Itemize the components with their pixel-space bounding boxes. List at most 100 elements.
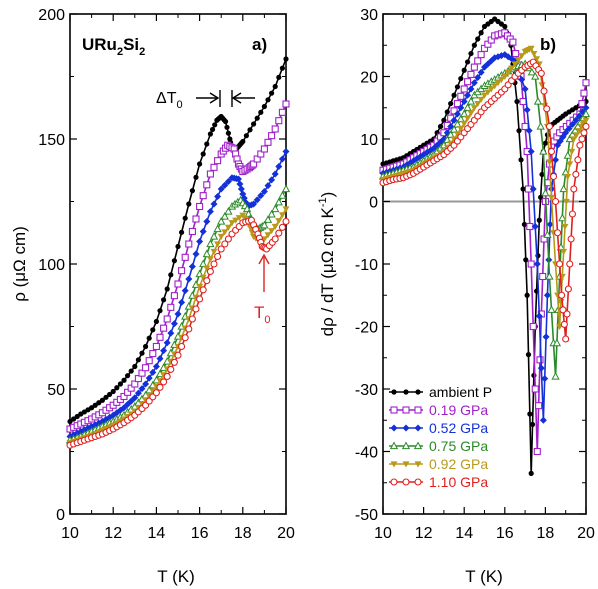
b-data-point	[444, 109, 450, 115]
a-data-point	[224, 224, 232, 231]
a-data-point	[196, 238, 204, 245]
legend-marker	[414, 424, 422, 432]
b-data-point	[545, 159, 553, 166]
a-data-point	[199, 192, 207, 200]
a-data-point	[170, 358, 178, 366]
a-data-point	[221, 229, 229, 236]
a-data-point	[152, 389, 160, 397]
b-data-point	[568, 120, 576, 128]
b-data-point	[454, 84, 461, 90]
b-data-point	[535, 402, 543, 410]
a-data-point	[271, 235, 279, 243]
legend-item: ambient P	[389, 384, 492, 400]
panel-b-series	[378, 16, 591, 476]
b-data-point	[509, 38, 517, 46]
legend-marker	[401, 441, 411, 450]
x-tick-label: 10	[61, 525, 79, 542]
b-data-point	[551, 371, 560, 380]
a-data-point	[199, 274, 207, 281]
b-data-point	[460, 120, 468, 127]
a-data-point	[260, 145, 268, 153]
b-data-point	[581, 109, 591, 118]
legend-marker	[413, 441, 423, 450]
a-data-point	[235, 215, 243, 222]
legend-marker	[390, 461, 398, 468]
a-data-point	[209, 126, 216, 133]
a-data-point	[203, 265, 211, 272]
b-data-point	[504, 69, 512, 76]
b-data-point	[516, 128, 522, 134]
a-data-point	[156, 383, 164, 391]
b-data-point	[450, 107, 458, 115]
a-data-point	[128, 368, 134, 374]
a-data-point	[261, 103, 267, 110]
a-data-point	[152, 342, 160, 351]
b-data-point	[572, 116, 580, 124]
b-data-point	[461, 67, 467, 73]
b-data-point	[474, 57, 482, 65]
b-data-point	[470, 63, 478, 71]
a-data-point	[247, 127, 253, 133]
b-data-point	[470, 79, 478, 87]
b-data-point	[545, 271, 554, 280]
legend-marker	[390, 424, 398, 432]
b-data-point	[542, 333, 550, 341]
b-data-point	[474, 74, 482, 82]
a-data-point	[103, 394, 109, 400]
b-data-point	[533, 56, 541, 63]
a-data-point	[206, 170, 214, 178]
a-data-point	[282, 217, 290, 226]
a-data-point	[257, 192, 265, 200]
b-data-point	[563, 151, 572, 159]
a-data-point	[189, 188, 195, 194]
b-data-point	[582, 79, 590, 87]
a-data-point	[240, 138, 246, 145]
a-data-point	[193, 174, 199, 180]
b-data-point	[460, 109, 469, 118]
a-data-point	[132, 363, 138, 370]
b-data-point	[477, 68, 485, 76]
b-data-point	[547, 147, 556, 156]
legend-marker	[402, 461, 410, 468]
a-data-point	[207, 131, 213, 137]
a-data-point	[188, 227, 196, 236]
b-data-point	[552, 338, 562, 347]
b-data-point	[529, 185, 537, 193]
a-data-point	[275, 229, 283, 237]
b-data-point	[494, 80, 502, 87]
a-data-point	[145, 357, 153, 365]
a-data-point	[150, 327, 156, 333]
x-tick-label: 14	[455, 525, 473, 542]
b-data-point	[527, 45, 535, 52]
b-data-point	[474, 100, 482, 108]
legend-item: 0.52 GPa	[389, 420, 488, 436]
a-data-point	[142, 380, 150, 388]
a-series-line-1	[69, 103, 287, 430]
b-data-point	[531, 385, 539, 393]
a-series-5	[66, 216, 290, 449]
a-series-line-0	[69, 58, 287, 423]
b-data-point	[457, 125, 465, 133]
b-data-point	[441, 117, 447, 123]
a-data-point	[278, 191, 287, 199]
a-data-point	[178, 267, 186, 275]
b-data-point	[573, 132, 581, 139]
b-data-point	[570, 185, 578, 193]
b-data-point	[531, 372, 537, 379]
legend-marker	[415, 389, 421, 395]
b-data-point	[578, 100, 586, 108]
a-data-point	[281, 184, 291, 193]
a-data-point	[153, 318, 159, 325]
a-data-point	[251, 121, 257, 127]
a-data-point	[260, 188, 268, 195]
a-data-point	[157, 308, 163, 314]
b-data-point	[565, 134, 574, 143]
t0-arrow	[258, 253, 270, 292]
a-data-point	[149, 368, 157, 376]
a-data-point	[163, 315, 171, 323]
a-data-point	[221, 240, 229, 248]
a-data-point	[181, 253, 189, 261]
a-data-point	[213, 224, 222, 233]
b-data-point	[508, 65, 516, 72]
b-data-point	[514, 98, 520, 105]
